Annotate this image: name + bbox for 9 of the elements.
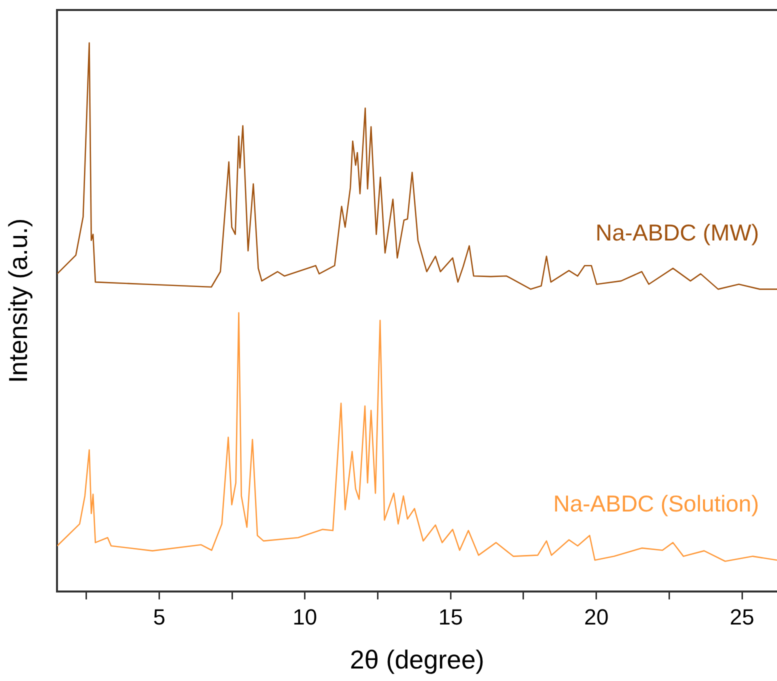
x-tick-label: 25: [730, 604, 754, 630]
x-tick-label: 20: [584, 604, 609, 630]
y-axis-title: Intensity (a.u.): [2, 218, 33, 384]
x-axis-title: 2θ (degree): [350, 644, 484, 675]
x-tick-label: 5: [153, 604, 166, 630]
x-tick-label: 15: [438, 604, 463, 630]
series-label: Na-ABDC (Solution): [553, 490, 759, 516]
x-tick-label: 10: [292, 604, 318, 630]
series-label: Na-ABDC (MW): [595, 220, 759, 246]
